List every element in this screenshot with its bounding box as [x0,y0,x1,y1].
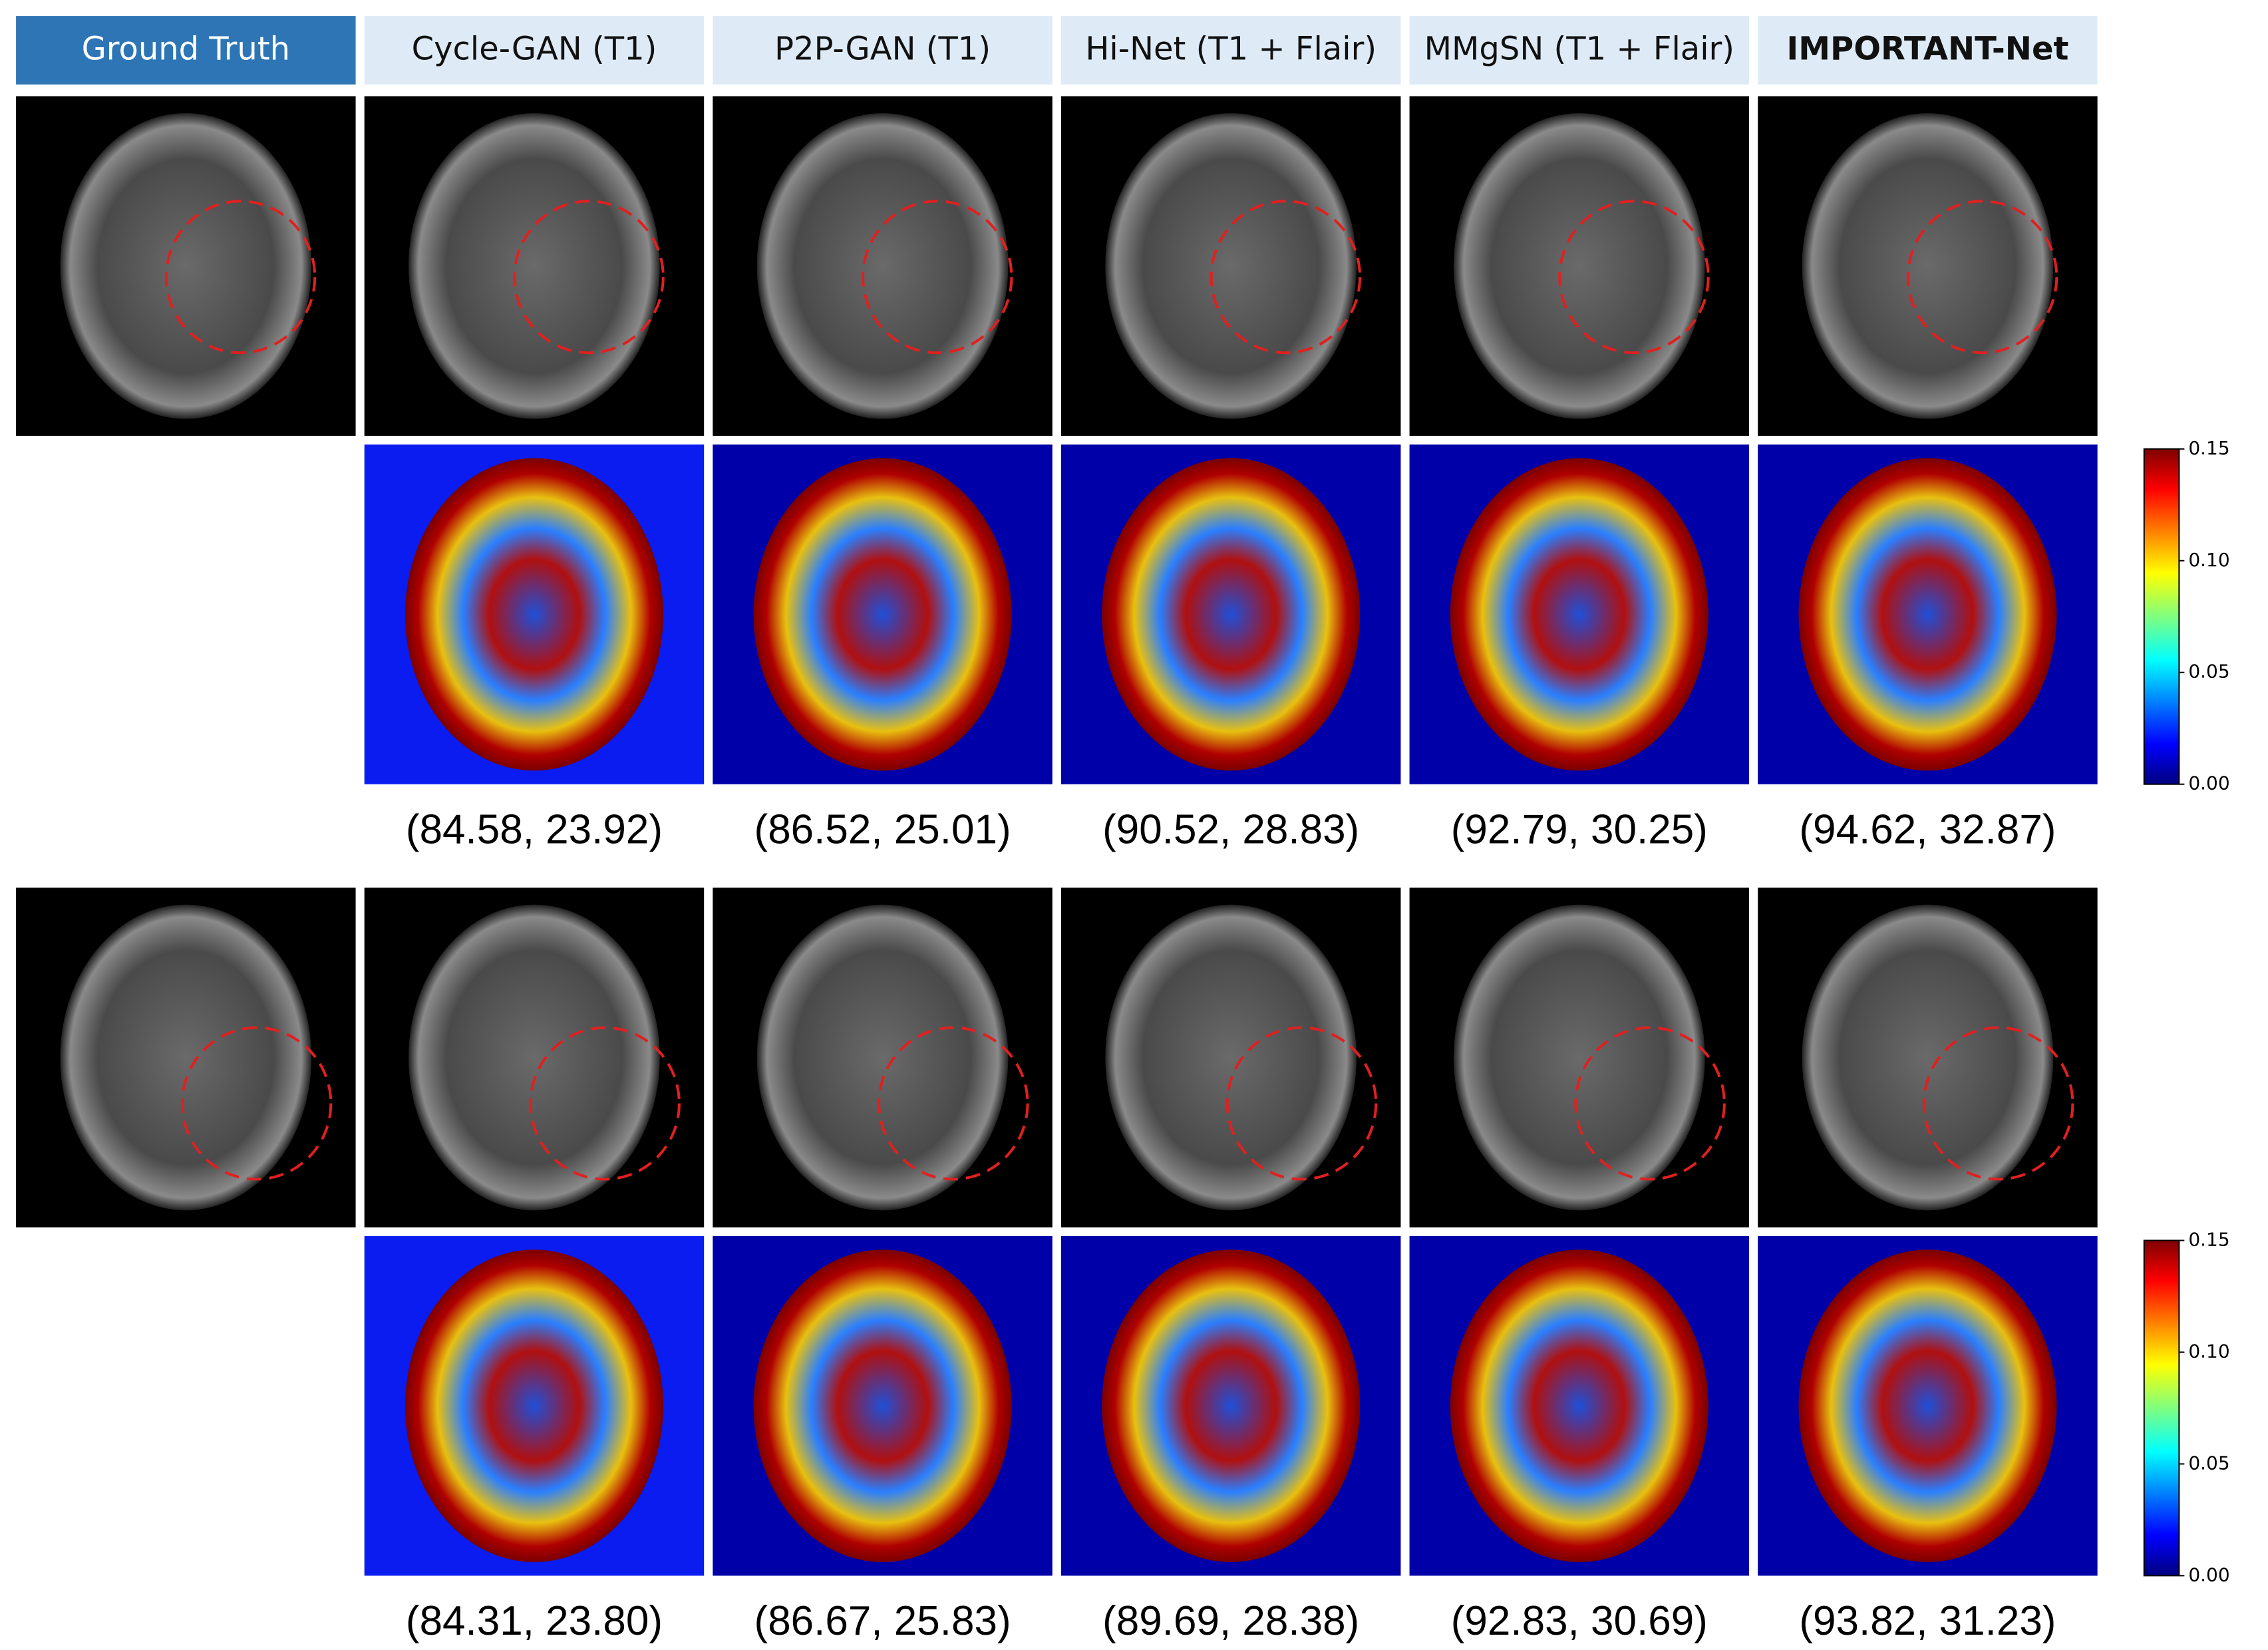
metric-label: (92.79, 30.25) [1451,806,1708,852]
tumor-circle [513,200,665,355]
header-label: Cycle-GAN (T1) [412,31,657,68]
brain [1453,113,1705,419]
metric-label: (84.31, 23.80) [406,1598,663,1644]
metric-label: (94.62, 32.87) [1799,806,2056,852]
colorbar-tick-label: 0.10 [2188,1340,2229,1362]
error-brain [1450,458,1708,771]
error-brain [1450,1249,1708,1562]
colorbar-tick-label: 0.00 [2188,772,2229,794]
tumor-circle [180,1026,333,1181]
header-cell [1758,16,2098,85]
brain [1105,113,1357,419]
brain [1105,904,1357,1211]
error-brain [753,1249,1012,1562]
colorbar [2143,448,2180,785]
brain [60,113,312,419]
brain [408,904,660,1211]
header-label: IMPORTANT-Net [1786,31,2068,68]
colorbar-tick-label: 0.05 [2188,661,2229,683]
error-brain [753,458,1012,771]
brain [756,113,1009,419]
header-cell [16,16,356,85]
tumor-circle [878,1026,1029,1181]
error-brain [405,1249,663,1562]
colorbar-tick-label: 0.15 [2188,437,2229,459]
tumor-circle [1558,200,1710,355]
tumor-circle [861,200,1013,355]
colorbar-tick-label: 0.15 [2188,1228,2229,1250]
metric-label: (86.67, 25.83) [754,1598,1011,1644]
tumor-circle [164,200,317,355]
header-label: P2P-GAN (T1) [774,31,991,68]
brain [1802,904,2054,1211]
metric-label: (84.58, 23.92) [406,806,663,852]
brain [1802,113,2054,419]
brain [60,904,312,1211]
brain [756,904,1009,1211]
header-label: Hi-Net (T1 + Flair) [1085,31,1377,68]
error-brain [1102,458,1361,771]
tumor-circle [1574,1026,1726,1181]
header-label: MMgSN (T1 + Flair) [1424,31,1734,68]
tumor-circle [1906,200,2058,355]
colorbar [2143,1239,2180,1577]
error-brain [1798,1249,2057,1562]
tumor-circle [529,1026,681,1181]
metric-label: (90.52, 28.83) [1102,806,1359,852]
header-cell [713,16,1053,85]
metric-label: (89.69, 28.38) [1102,1598,1359,1644]
brain [1453,904,1705,1211]
header-cell [1060,16,1401,85]
tumor-circle [1922,1026,2074,1181]
metric-label: (92.83, 30.69) [1451,1598,1708,1644]
colorbar-tick-label: 0.00 [2188,1564,2229,1585]
header-cell [1409,16,1750,85]
metric-label: (86.52, 25.01) [754,806,1011,852]
tumor-circle [1225,1026,1378,1181]
colorbar-tick-label: 0.05 [2188,1452,2229,1474]
error-brain [1798,458,2057,771]
error-brain [1102,1249,1361,1562]
colorbar-tick-label: 0.10 [2188,549,2229,571]
tumor-circle [1210,200,1362,355]
header-label: Ground Truth [82,31,290,68]
brain [408,113,660,419]
header-cell [364,16,705,85]
error-brain [405,458,663,771]
metric-label: (93.82, 31.23) [1799,1598,2056,1644]
